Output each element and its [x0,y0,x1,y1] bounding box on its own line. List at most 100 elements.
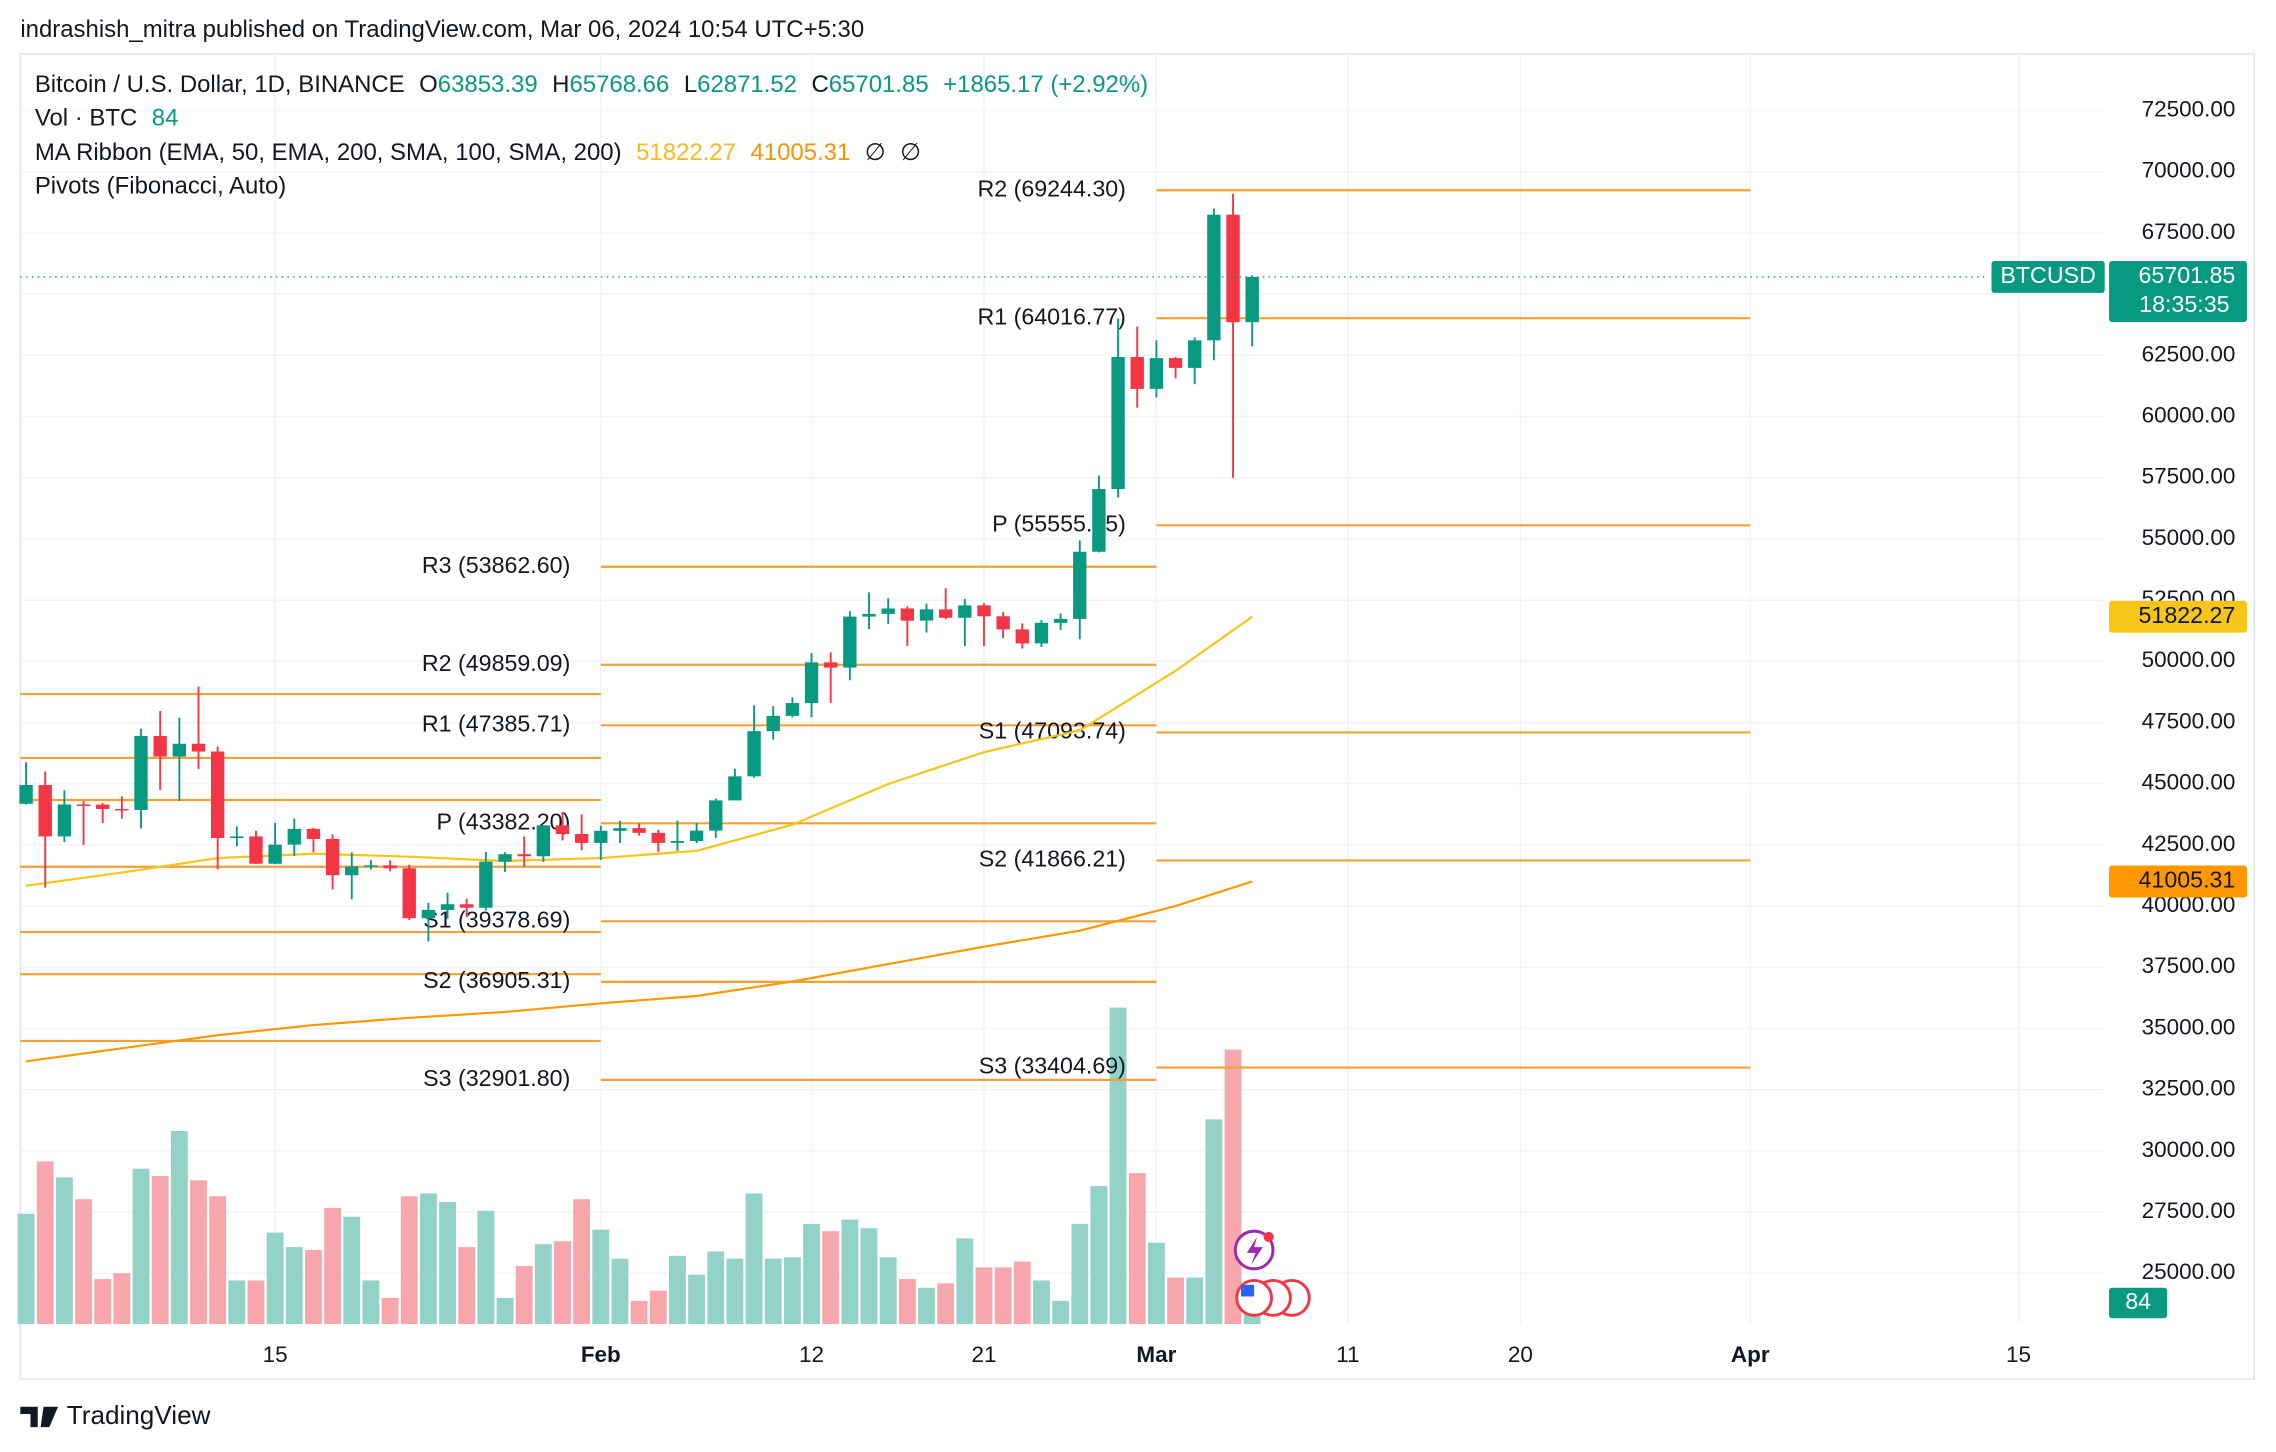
volume-bar [1052,1300,1070,1325]
candle-body [287,828,301,845]
candle-body [517,854,531,857]
volume-bar [400,1196,418,1325]
candle-body [249,836,263,864]
volume-bar [860,1228,878,1325]
x-tick-label: 12 [799,1342,824,1367]
candle-body [479,861,493,908]
flag-canton [1241,1284,1255,1297]
candle-body [670,841,685,843]
ohlc-letter: L [684,71,697,98]
legend-line: MA Ribbon (EMA, 50, EMA, 200, SMA, 100, … [35,139,921,166]
volume-bar [1071,1223,1089,1325]
candle-body [632,828,646,833]
candle-body [1245,276,1259,323]
volume-bar [918,1287,935,1325]
volume-bar [745,1193,763,1325]
volume-badge [2109,1287,2168,1319]
volume-bar [994,1267,1012,1325]
volume-bar [17,1213,35,1325]
na-mark: ∅ [900,139,921,166]
footer-logo: TradingView [20,1400,211,1430]
y-tick-label: 27500.00 [2142,1198,2236,1223]
ma-axis-label: 51822.27 [2139,602,2236,628]
candle-body [613,828,627,831]
ohlc-letter: C [812,71,829,98]
ohlc-value: 65768.66 [569,71,669,98]
volume-bar [975,1267,993,1325]
volume-bar [822,1231,840,1325]
y-tick-label: 42500.00 [2142,831,2236,856]
legend-line: Bitcoin / U.S. Dollar, 1D, BINANCE O63853… [35,71,1148,98]
volume-bar [1186,1277,1204,1325]
candle-body [153,735,167,757]
y-tick-label: 70000.00 [2142,158,2236,183]
candle-body [824,662,838,668]
frame [19,53,2255,1380]
volume-bar [170,1130,188,1325]
candle-body [1034,622,1049,644]
y-tick-label: 45000.00 [2142,770,2236,795]
volume-bar [324,1207,342,1325]
pivot-label: P (55555.25) [992,510,1126,536]
candle-body [1207,214,1221,341]
volume-bar [94,1279,112,1325]
volume-bar [496,1297,514,1325]
candle-body [862,613,876,617]
pivot-label: R2 (69244.30) [977,175,1125,201]
na-mark: ∅ [865,139,886,166]
x-tick-label: Feb [581,1342,621,1367]
volume-bar [381,1297,399,1325]
candle-body [364,865,378,867]
candle-body [689,830,704,842]
volume-bar [649,1290,667,1325]
pivot-label: R1 (47385.71) [422,710,570,736]
candle-body [1015,629,1029,644]
volume-bar [592,1229,610,1325]
logo [20,1406,59,1428]
volume-bar [764,1258,782,1325]
candle-body [1149,358,1164,389]
grid [20,53,2105,1325]
volume-bar [956,1238,974,1325]
plot: R3 (53862.60) R2 (49859.09) R1 (47385.71) P… [17,175,1989,1325]
volume-bar [113,1273,131,1325]
y-tick-label: 37500.00 [2142,953,2236,978]
volume-bar [937,1283,955,1325]
volume-bar [1243,1313,1261,1325]
y-tick-label: 50000.00 [2142,647,2236,672]
volume-bar [1090,1186,1108,1325]
candle-body [996,616,1010,630]
candle-body [1130,356,1144,389]
symbol-label: BTCUSD [2000,262,2095,288]
y-tick-label: 62500.00 [2142,341,2236,366]
pivot-label: S1 (47093.74) [979,718,1126,744]
candle-body [115,808,129,811]
y-tick-label: 72500.00 [2142,96,2236,121]
candle-body [1092,489,1106,552]
ohlc-letter: O [419,71,438,98]
candle-body [440,904,455,910]
candle-body [1073,551,1087,619]
candle-body [785,703,800,716]
x-tick-label: Mar [1136,1342,1176,1367]
candle-body [421,909,436,919]
volume-bar [477,1210,495,1325]
volume-bar [1147,1242,1165,1325]
volume-bar [419,1193,437,1325]
volume-bar [688,1274,706,1325]
y-tick-label: 60000.00 [2142,402,2236,427]
candle-body [900,608,915,621]
symbol-badge [1991,260,2105,293]
candle-body [19,785,33,804]
volume-bar [534,1244,552,1325]
footer-brand: TradingView [67,1400,211,1430]
candle-body [881,608,895,614]
candle-body [709,800,723,831]
candle-body [574,833,589,843]
volume-bar [1109,1007,1127,1325]
candle-body [536,825,551,857]
y-tick-label: 67500.00 [2142,219,2236,244]
volume-bar [343,1216,361,1325]
